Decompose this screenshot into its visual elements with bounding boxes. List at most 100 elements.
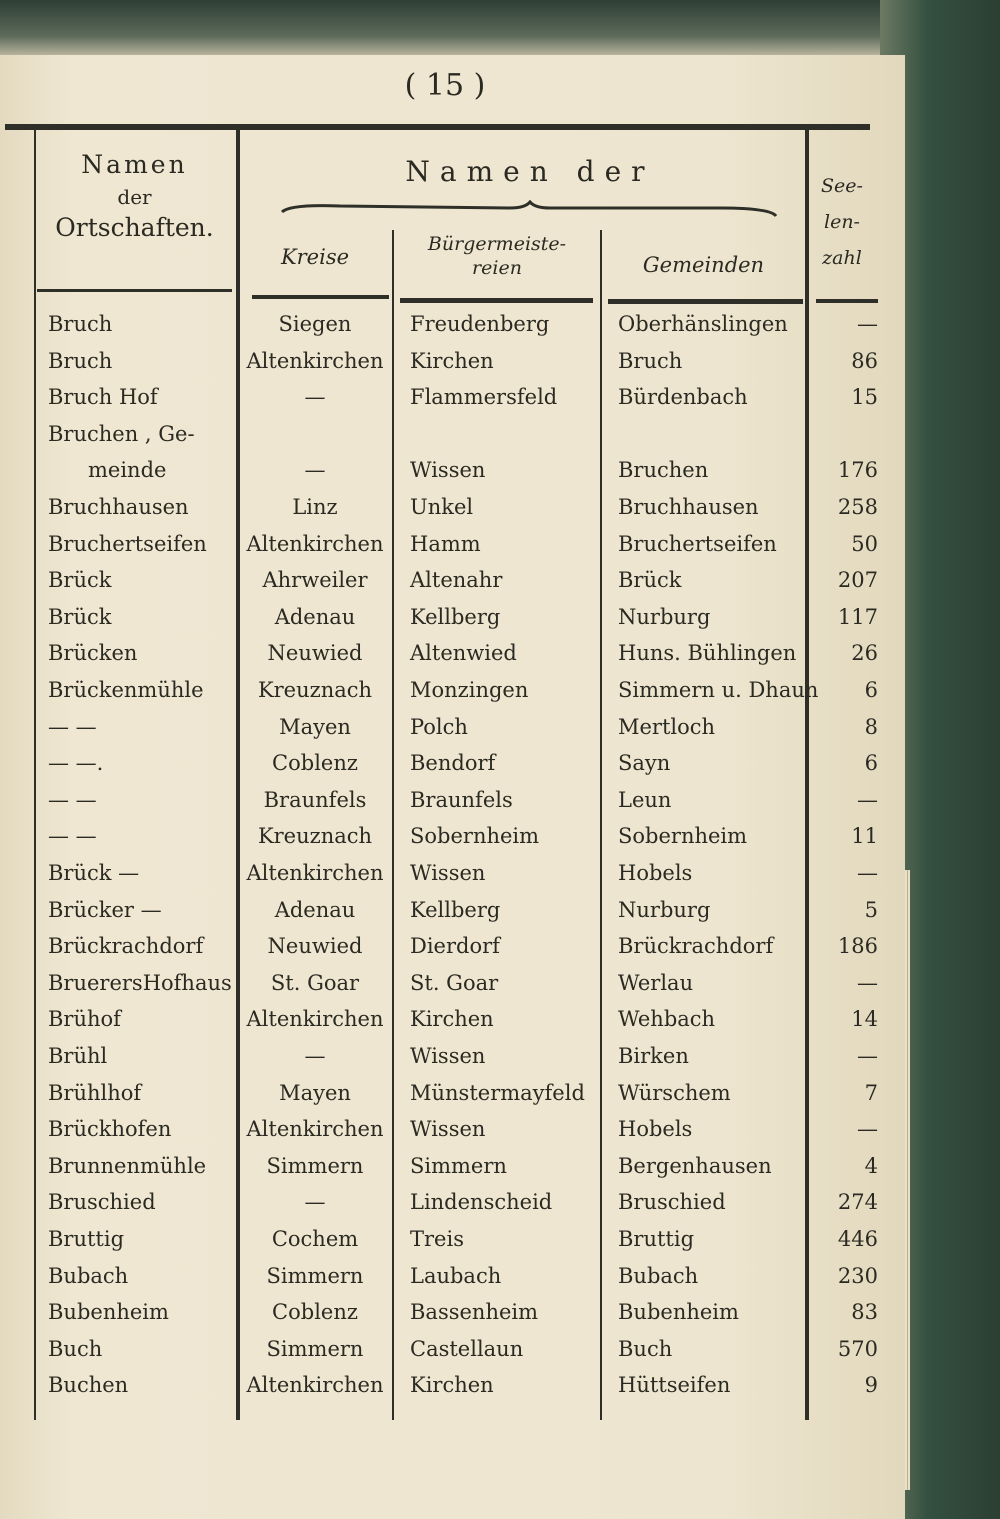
buergermeisterei-cell: Wissen: [410, 861, 486, 885]
seelenzahl-cell: 446: [837, 1227, 878, 1251]
place-name: — —.: [48, 751, 104, 776]
place-name: Buchen: [48, 1373, 129, 1398]
kreis-cell: Neuwied: [267, 934, 363, 959]
table-row: Bruchhausen Linz Unkel Bruchhausen 258: [0, 489, 900, 526]
kreis-cell: Braunfels: [263, 787, 367, 812]
header-line: Bürgermeiste-: [427, 233, 567, 255]
place-name: Brunnenmühle: [48, 1153, 207, 1178]
table-row: Bruch Hof — Flammersfeld Bürdenbach 15: [0, 379, 900, 416]
header-gemeinden: Gemeinden: [642, 253, 765, 277]
seelenzahl-cell: —: [857, 1117, 878, 1142]
seelenzahl-cell: —: [857, 970, 878, 995]
gemeinde-cell: Leun: [618, 787, 672, 812]
kreis-cell: Altenkirchen: [246, 861, 384, 885]
seelenzahl-cell: 50: [851, 531, 878, 556]
column-rule: [34, 130, 36, 1420]
table-row: — — Mayen Polch Mertloch 8: [0, 709, 900, 746]
kreis-cell: —: [304, 1190, 326, 1215]
table-row: Brückrachdorf Neuwied Dierdorf Brückrachdor…: [0, 928, 900, 965]
buergermeisterei-cell: Wissen: [410, 1117, 486, 1142]
buergermeisterei-cell: Castellaun: [410, 1336, 524, 1361]
table-row: Bruchertseifen Altenkirchen Hamm Bruchertse…: [0, 526, 900, 563]
table-row: Brückhofen Altenkirchen Wissen Hobels —: [0, 1111, 900, 1148]
seelenzahl-cell: 258: [837, 495, 878, 519]
place-name-continued: meinde: [88, 458, 167, 483]
gemeinde-cell: Hüttseifen: [618, 1373, 731, 1398]
kreis-cell: Simmern: [266, 1153, 364, 1178]
buergermeisterei-cell: Freudenberg: [410, 312, 550, 336]
table-row: — — Braunfels Braunfels Leun —: [0, 782, 900, 819]
buergermeisterei-cell: Sobernheim: [410, 824, 540, 849]
kreis-cell: Cochem: [271, 1227, 359, 1251]
place-name: — —: [48, 714, 97, 739]
kreis-cell: —: [304, 458, 326, 483]
header-line: Namen: [81, 150, 188, 179]
gemeinde-cell: Hobels: [618, 861, 693, 885]
seelenzahl-cell: 15: [851, 385, 878, 410]
buergermeisterei-cell: Kellberg: [410, 604, 501, 629]
table-row: Bruttig Cochem Treis Bruttig 446: [0, 1221, 900, 1258]
buergermeisterei-cell: Wissen: [410, 458, 486, 483]
seelenzahl-cell: 6: [864, 751, 878, 776]
table-row: Brück Adenau Kellberg Nurburg 117: [0, 599, 900, 636]
buergermeisterei-cell: Münstermayfeld: [410, 1080, 585, 1105]
place-name: Bruch Hof: [48, 385, 158, 410]
buergermeisterei-cell: Altenahr: [410, 568, 503, 593]
header-line: reien: [472, 257, 522, 279]
buergermeisterei-cell: St. Goar: [410, 970, 499, 995]
column-rule: [392, 230, 394, 1420]
place-name: Bruttig: [48, 1227, 125, 1251]
header-line: See-: [821, 175, 863, 197]
table-row: Bruch Siegen Freudenberg Oberhänslingen —: [0, 306, 900, 343]
buergermeisterei-cell: Monzingen: [410, 678, 529, 702]
seelenzahl-cell: 207: [837, 568, 878, 593]
gemeinde-cell: Huns. Bühlingen: [618, 641, 797, 666]
seelenzahl-cell: 26: [851, 641, 878, 666]
gemeinde-cell: Brückrachdorf: [618, 934, 774, 959]
place-name: Brühlhof: [48, 1080, 142, 1105]
gemeinde-cell: Bruchen: [618, 458, 709, 483]
table-row: Brühl — Wissen Birken —: [0, 1038, 900, 1075]
gemeinde-cell: Brück: [618, 568, 682, 593]
table-row: Brück Ahrweiler Altenahr Brück 207: [0, 562, 900, 599]
kreis-cell: Kreuznach: [257, 678, 373, 702]
gemeinde-cell: Buch: [618, 1336, 673, 1361]
gemeinde-cell: Bürdenbach: [618, 385, 748, 410]
place-name: Brückhofen: [48, 1117, 172, 1142]
table-row: Brückenmühle Kreuznach Monzingen Simmern u.…: [0, 672, 900, 709]
kreis-cell: St. Goar: [270, 970, 360, 995]
kreis-cell: —: [304, 385, 326, 410]
place-name: Brück: [48, 604, 112, 629]
gemeinde-cell: Hobels: [618, 1117, 693, 1142]
gemeinde-cell: Nurburg: [618, 897, 711, 922]
kreis-cell: Kreuznach: [257, 824, 373, 849]
place-name: Buch: [48, 1336, 103, 1361]
seelenzahl-cell: 4: [864, 1153, 878, 1178]
kreis-cell: Ahrweiler: [262, 568, 368, 593]
table-row: Brück — Altenkirchen Wissen Hobels —: [0, 855, 900, 892]
place-name: Brück: [48, 568, 112, 593]
table-row: BruerersHofhaus St. Goar St. Goar Werlau —: [0, 965, 900, 1002]
kreis-cell: Coblenz: [272, 1300, 358, 1325]
gemeinde-cell: Bergenhausen: [618, 1153, 772, 1178]
buergermeisterei-cell: Bassenheim: [410, 1300, 539, 1325]
place-name: — —: [48, 787, 97, 812]
table-row: Brücker — Adenau Kellberg Nurburg 5: [0, 892, 900, 929]
seelenzahl-cell: 5: [864, 897, 878, 922]
place-name: BruerersHofhaus: [48, 970, 232, 995]
column-rule: [600, 230, 602, 1420]
buergermeisterei-cell: Braunfels: [410, 787, 513, 812]
gemeinde-cell: Bruschied: [618, 1190, 726, 1215]
kreis-cell: —: [304, 1044, 326, 1068]
header-group: Namen der: [405, 155, 655, 188]
kreis-cell: Siegen: [278, 312, 352, 336]
place-name: Bruch: [48, 312, 113, 336]
place-name: Bruchertseifen: [48, 531, 207, 556]
kreis-cell: Altenkirchen: [246, 1007, 384, 1032]
gemeinde-cell: Bruttig: [618, 1227, 695, 1251]
header-line: Ortschaften.: [55, 213, 214, 242]
place-name: Bruchhausen: [48, 495, 189, 519]
kreis-cell: Simmern: [266, 1263, 364, 1288]
kreis-cell: Altenkirchen: [246, 1373, 384, 1398]
buergermeisterei-cell: Dierdorf: [410, 934, 500, 959]
